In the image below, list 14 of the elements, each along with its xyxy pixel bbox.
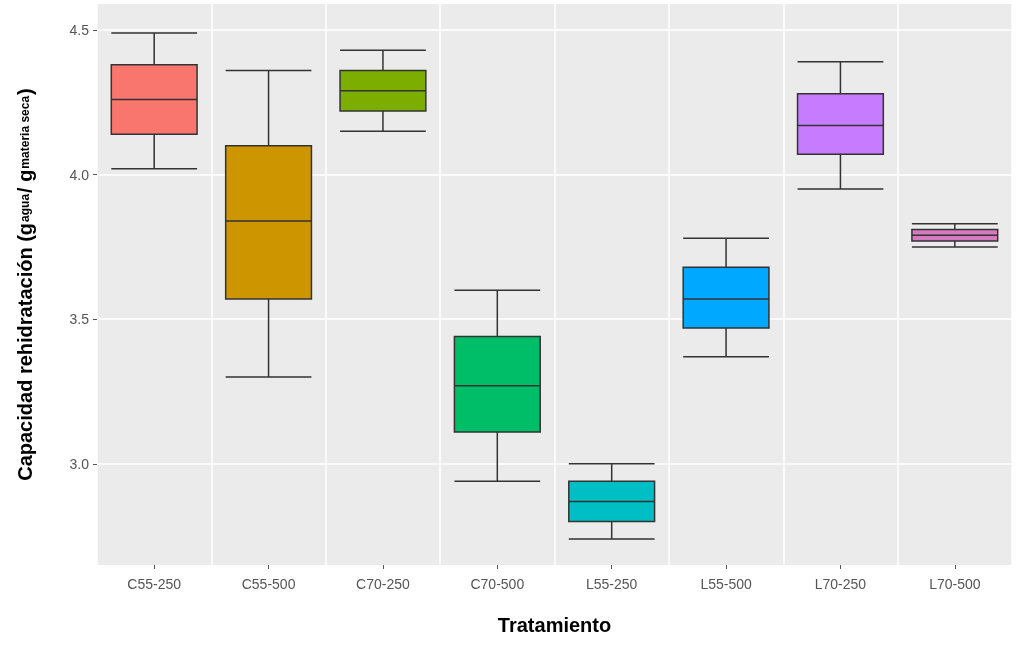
y-tick-label: 4.0 (69, 166, 90, 183)
x-axis-title: Tratamiento (497, 614, 612, 636)
x-tick-label: C70-500 (470, 576, 525, 592)
x-tick-label: L70-250 (814, 576, 867, 592)
x-tick-label: L55-250 (585, 576, 638, 592)
x-tick-label: L55-500 (700, 576, 752, 592)
x-tick-label: C70-250 (356, 576, 410, 592)
y-axis-title: Capacidad rehidratación (gagua/ gmateria seca) (14, 88, 36, 481)
x-tick-label: C55-250 (127, 576, 182, 592)
x-tick-label: C55-500 (241, 576, 296, 592)
y-tick-label: 3.0 (69, 455, 90, 472)
x-tick-label: L70-500 (929, 576, 981, 592)
y-tick-label: 4.5 (69, 22, 90, 39)
y-tick-label: 3.5 (69, 311, 90, 328)
